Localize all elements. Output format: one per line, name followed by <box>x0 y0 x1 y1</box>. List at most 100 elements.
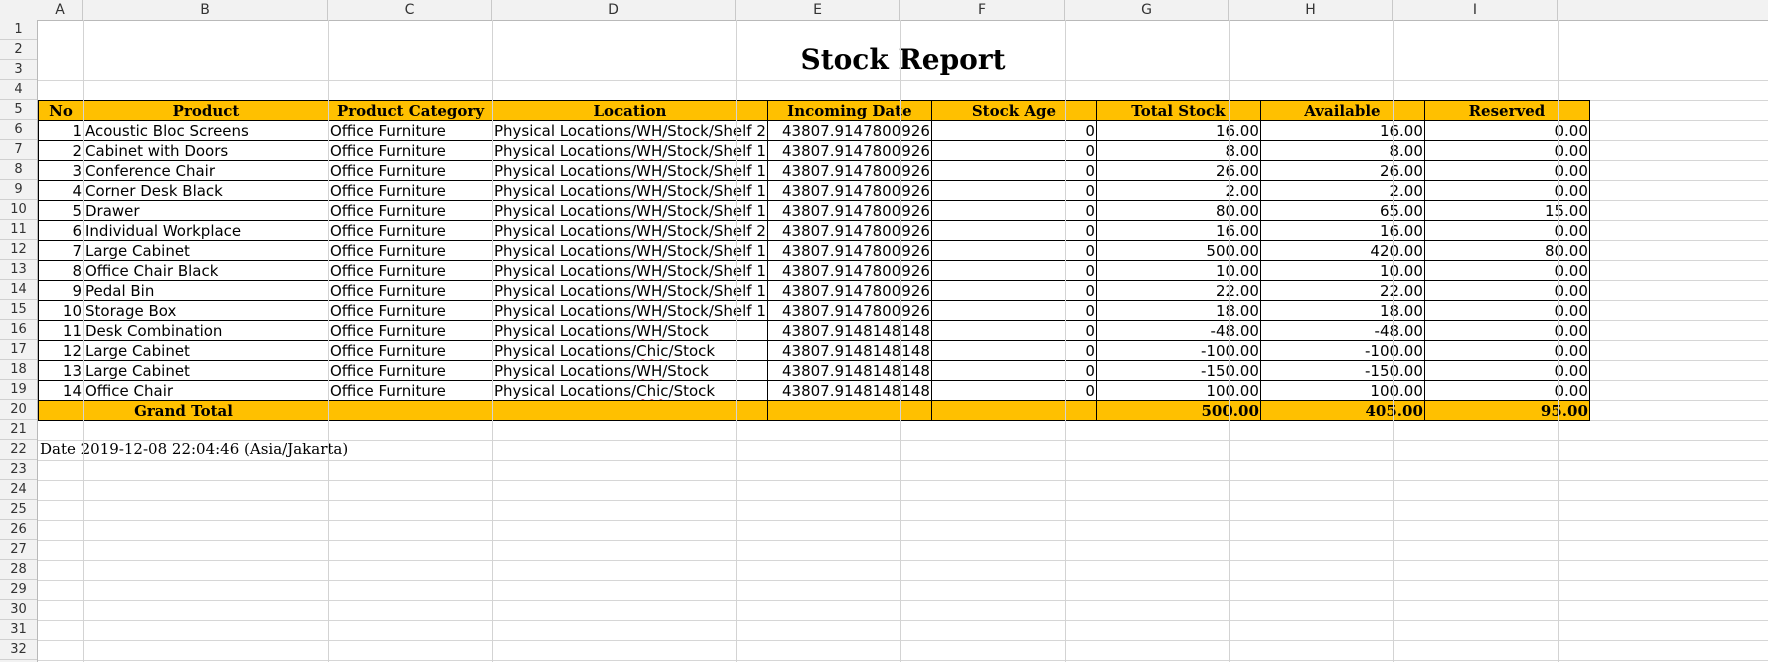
table-cell-reserved[interactable]: 0.00 <box>1423 380 1590 401</box>
row-header-1[interactable]: 1 <box>0 20 37 40</box>
table-cell-location[interactable]: Physical Locations/WH/Stock/Shelf 1 <box>492 260 768 281</box>
row-header-15[interactable]: 15 <box>0 300 37 320</box>
table-cell-location[interactable]: Physical Locations/WH/Stock/Shelf 1 <box>492 240 768 261</box>
column-title-incoming-date[interactable]: Incoming Date <box>766 100 932 121</box>
table-cell-product-category[interactable]: Office Furniture <box>328 220 493 241</box>
table-cell-location[interactable]: Physical Locations/WH/Stock/Shelf 1 <box>492 140 768 161</box>
table-cell-no[interactable]: 3 <box>38 160 84 181</box>
table-cell-product[interactable]: Desk Combination <box>83 320 329 341</box>
table-cell-total-stock[interactable]: 16.00 <box>1095 120 1261 141</box>
row-header-26[interactable]: 26 <box>0 520 37 540</box>
column-header-i[interactable]: I <box>1393 0 1558 20</box>
column-header-e[interactable]: E <box>736 0 900 20</box>
grand-total-label[interactable]: Grand Total <box>38 400 329 421</box>
row-header-24[interactable]: 24 <box>0 480 37 500</box>
table-cell-no[interactable]: 9 <box>38 280 84 301</box>
table-cell-reserved[interactable]: 0.00 <box>1423 300 1590 321</box>
table-cell-available[interactable]: -150.00 <box>1259 360 1425 381</box>
table-cell-incoming-date[interactable]: 43807.9147800926 <box>766 220 932 241</box>
table-cell-no[interactable]: 2 <box>38 140 84 161</box>
table-cell-incoming-date[interactable]: 43807.9147800926 <box>766 180 932 201</box>
table-cell-product-category[interactable]: Office Furniture <box>328 180 493 201</box>
table-cell-no[interactable]: 4 <box>38 180 84 201</box>
table-cell-reserved[interactable]: 0.00 <box>1423 280 1590 301</box>
table-cell-location[interactable]: Physical Locations/WH/Stock/Shelf 2 <box>492 120 768 141</box>
table-cell-product-category[interactable]: Office Furniture <box>328 280 493 301</box>
table-cell-reserved[interactable]: 0.00 <box>1423 320 1590 341</box>
table-cell-product[interactable]: Cabinet with Doors <box>83 140 329 161</box>
row-header-22[interactable]: 22 <box>0 440 37 460</box>
row-header-16[interactable]: 16 <box>0 320 37 340</box>
row-header-7[interactable]: 7 <box>0 140 37 160</box>
table-cell-product-category[interactable]: Office Furniture <box>328 340 493 361</box>
row-header-11[interactable]: 11 <box>0 220 37 240</box>
table-cell-reserved[interactable]: 0.00 <box>1423 180 1590 201</box>
column-header-a[interactable]: A <box>38 0 83 20</box>
table-cell-no[interactable]: 1 <box>38 120 84 141</box>
table-cell-incoming-date[interactable]: 43807.9147800926 <box>766 300 932 321</box>
table-cell-no[interactable]: 12 <box>38 340 84 361</box>
total-cell-empty[interactable] <box>930 400 1097 421</box>
row-header-17[interactable]: 17 <box>0 340 37 360</box>
table-cell-product-category[interactable]: Office Furniture <box>328 240 493 261</box>
table-cell-total-stock[interactable]: 100.00 <box>1095 380 1261 401</box>
column-header-h[interactable]: H <box>1229 0 1393 20</box>
table-cell-stock-age[interactable]: 0 <box>930 160 1097 181</box>
total-cell-empty[interactable] <box>766 400 932 421</box>
table-cell-product[interactable]: Large Cabinet <box>83 360 329 381</box>
table-cell-total-stock[interactable]: 2.00 <box>1095 180 1261 201</box>
table-cell-no[interactable]: 11 <box>38 320 84 341</box>
table-cell-product-category[interactable]: Office Furniture <box>328 360 493 381</box>
row-header-9[interactable]: 9 <box>0 180 37 200</box>
row-header-21[interactable]: 21 <box>0 420 37 440</box>
row-header-18[interactable]: 18 <box>0 360 37 380</box>
table-cell-stock-age[interactable]: 0 <box>930 200 1097 221</box>
table-cell-available[interactable]: 420.00 <box>1259 240 1425 261</box>
table-cell-product[interactable]: Drawer <box>83 200 329 221</box>
table-cell-no[interactable]: 14 <box>38 380 84 401</box>
row-header-12[interactable]: 12 <box>0 240 37 260</box>
column-title-product[interactable]: Product <box>83 100 329 121</box>
table-cell-stock-age[interactable]: 0 <box>930 300 1097 321</box>
table-cell-no[interactable]: 8 <box>38 260 84 281</box>
column-header-g[interactable]: G <box>1065 0 1229 20</box>
table-cell-location[interactable]: Physical Locations/WH/Stock/Shelf 1 <box>492 280 768 301</box>
table-cell-total-stock[interactable]: 80.00 <box>1095 200 1261 221</box>
table-cell-reserved[interactable]: 0.00 <box>1423 160 1590 181</box>
column-title-no[interactable]: No <box>38 100 84 121</box>
table-cell-total-stock[interactable]: -150.00 <box>1095 360 1261 381</box>
table-cell-total-stock[interactable]: 26.00 <box>1095 160 1261 181</box>
row-header-32[interactable]: 32 <box>0 640 37 660</box>
table-cell-available[interactable]: 65.00 <box>1259 200 1425 221</box>
table-cell-incoming-date[interactable]: 43807.9148148148 <box>766 320 932 341</box>
table-cell-location[interactable]: Physical Locations/Chic/Stock <box>492 380 768 401</box>
row-header-3[interactable]: 3 <box>0 60 37 80</box>
table-cell-product-category[interactable]: Office Furniture <box>328 140 493 161</box>
table-cell-incoming-date[interactable]: 43807.9147800926 <box>766 280 932 301</box>
table-cell-product-category[interactable]: Office Furniture <box>328 200 493 221</box>
table-cell-total-stock[interactable]: 22.00 <box>1095 280 1261 301</box>
table-cell-product[interactable]: Large Cabinet <box>83 340 329 361</box>
table-cell-location[interactable]: Physical Locations/WH/Stock/Shelf 1 <box>492 200 768 221</box>
row-header-8[interactable]: 8 <box>0 160 37 180</box>
column-header-d[interactable]: D <box>492 0 736 20</box>
table-cell-available[interactable]: 16.00 <box>1259 220 1425 241</box>
table-cell-stock-age[interactable]: 0 <box>930 220 1097 241</box>
table-cell-product[interactable]: Pedal Bin <box>83 280 329 301</box>
table-cell-location[interactable]: Physical Locations/WH/Stock/Shelf 1 <box>492 180 768 201</box>
table-cell-available[interactable]: 8.00 <box>1259 140 1425 161</box>
row-header-13[interactable]: 13 <box>0 260 37 280</box>
table-cell-location[interactable]: Physical Locations/WH/Stock/Shelf 1 <box>492 300 768 321</box>
table-cell-product-category[interactable]: Office Furniture <box>328 260 493 281</box>
table-cell-product[interactable]: Office Chair Black <box>83 260 329 281</box>
row-header-20[interactable]: 20 <box>0 400 37 420</box>
table-cell-total-stock[interactable]: 500.00 <box>1095 240 1261 261</box>
row-header-4[interactable]: 4 <box>0 80 37 100</box>
table-cell-stock-age[interactable]: 0 <box>930 120 1097 141</box>
table-cell-incoming-date[interactable]: 43807.9148148148 <box>766 380 932 401</box>
table-cell-available[interactable]: 100.00 <box>1259 380 1425 401</box>
column-title-location[interactable]: Location <box>492 100 768 121</box>
table-cell-available[interactable]: -48.00 <box>1259 320 1425 341</box>
table-cell-location[interactable]: Physical Locations/WH/Stock/Shelf 2 <box>492 220 768 241</box>
